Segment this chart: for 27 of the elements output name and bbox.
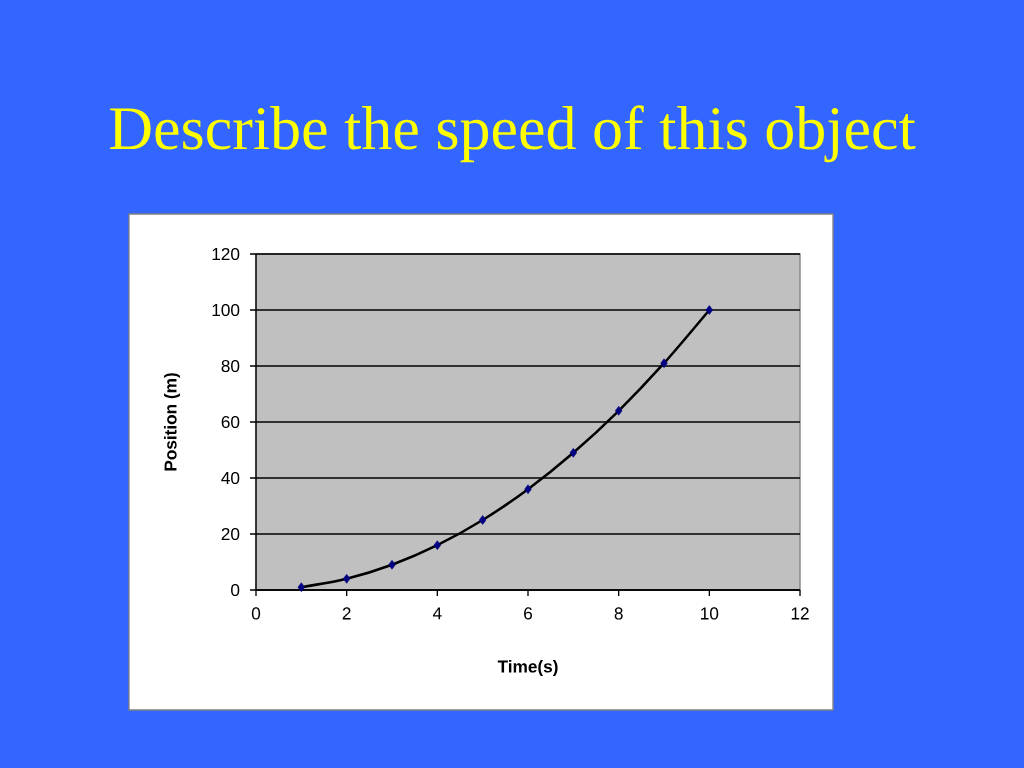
y-tick-label: 0: [231, 583, 240, 597]
y-tick-label: 120: [212, 247, 240, 261]
point: [569, 448, 578, 458]
x-tick-label: 6: [524, 607, 533, 620]
x-tick-label: 10: [701, 607, 719, 620]
y-axis-title: Position (m): [163, 373, 181, 471]
y-tick-label: 100: [212, 303, 240, 317]
x-tick-label: 2: [342, 607, 351, 620]
point: [479, 515, 487, 525]
point: [615, 406, 623, 416]
x-tick-label: 0: [251, 607, 261, 620]
y-tick-label: 20: [221, 527, 240, 541]
y-tick-label: 60: [221, 415, 240, 429]
point: [388, 560, 396, 570]
point: [705, 305, 714, 315]
x-tick-label: 8: [614, 607, 623, 620]
x-tick-label: 4: [432, 607, 442, 620]
point: [524, 484, 532, 494]
point: [297, 582, 306, 592]
y-tick-label: 80: [221, 359, 240, 373]
chart-title: Describe the speed of this object: [110, 105, 916, 163]
point: [343, 574, 351, 584]
x-axis-title: Time(s): [497, 659, 558, 677]
point: [433, 540, 442, 550]
x-tick-label: 12: [791, 607, 809, 620]
y-tick-label: 40: [221, 471, 240, 485]
point: [660, 358, 668, 368]
